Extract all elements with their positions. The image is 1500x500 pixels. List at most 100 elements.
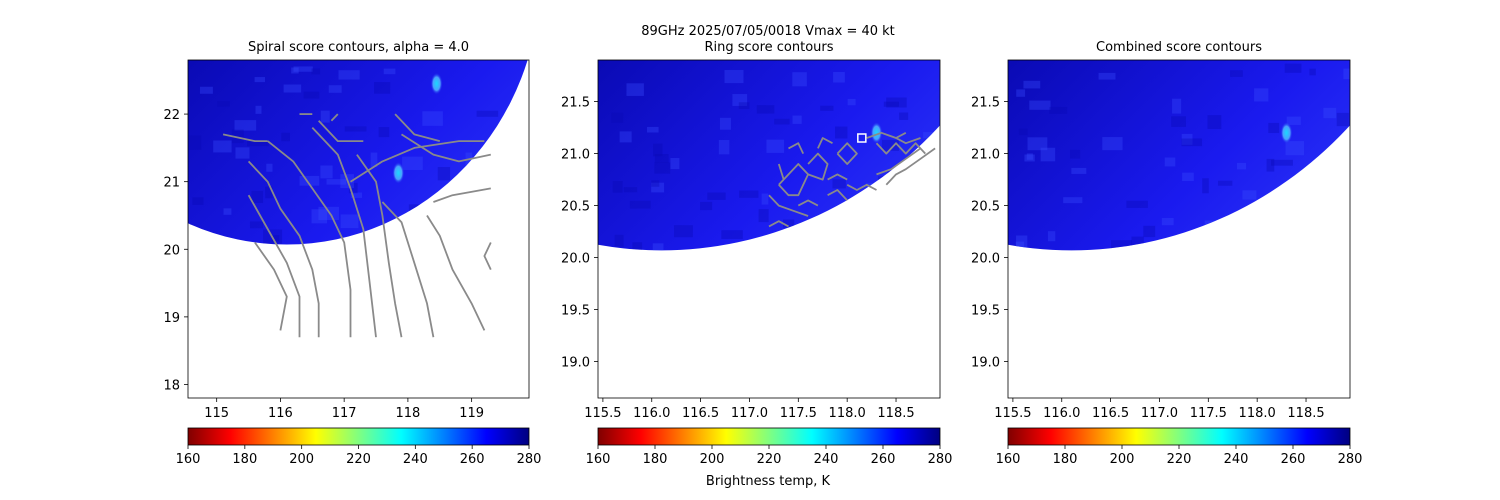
field-background: [188, 60, 529, 245]
x-tick-label: 116.5: [682, 406, 719, 421]
contour-line: [807, 152, 829, 181]
y-tick-label: 20.0: [561, 252, 590, 267]
contour-line: [433, 187, 491, 203]
y-tick-label: 21.5: [971, 96, 1000, 111]
colorbar-tick-label: 280: [928, 452, 953, 467]
panel-1: Spiral score contours, alpha = 4.0 115 116…: [163, 40, 541, 467]
colorbar: 160 180 200 220 240 260 280: [176, 427, 542, 467]
panel-2: Ring score contours 115.5 116.0 116.5 117.0 1…: [561, 40, 952, 467]
x-tick-label: 117: [332, 406, 357, 421]
contour-line: [836, 142, 858, 165]
y-tick-label: 18: [163, 378, 180, 393]
x-tick-label: 117.0: [731, 406, 768, 421]
y-tick-label: 21.5: [561, 96, 590, 111]
colorbar-tick-label: 200: [1110, 452, 1135, 467]
colorbar-tick-label: 200: [700, 452, 725, 467]
center-marker: [857, 133, 867, 143]
colorbar-tick-label: 160: [996, 452, 1021, 467]
contour-line: [788, 142, 805, 154]
colorbar-tick-label: 260: [871, 452, 896, 467]
contour-lines: [768, 131, 936, 228]
contour-line: [318, 120, 364, 142]
x-tick-label: 116.0: [1043, 406, 1080, 421]
colorbar-tick-label: 220: [1167, 452, 1192, 467]
contour-line: [876, 147, 922, 176]
colorbar: 160 180 200 220 240 260 280: [996, 427, 1363, 467]
y-tick-label: 20.5: [971, 200, 1000, 215]
x-tick-label: 116.0: [633, 406, 670, 421]
x-tick-label: 117.0: [1141, 406, 1178, 421]
contour-line: [330, 113, 339, 122]
contour-line: [254, 241, 288, 331]
x-tick-label: 116.5: [1092, 406, 1129, 421]
contour-lines: [222, 113, 492, 338]
panel-title: Combined score contours: [1096, 40, 1262, 55]
colorbar-tick-label: 260: [1281, 452, 1306, 467]
contour-line: [247, 194, 301, 338]
contour-line: [394, 113, 441, 142]
contour-line: [311, 126, 377, 338]
contour-line: [875, 142, 926, 155]
colorbar-tick-label: 280: [1338, 452, 1363, 467]
contour-line: [768, 194, 809, 217]
y-tick-label: 19.5: [971, 304, 1000, 319]
warm-spot: [1280, 121, 1293, 144]
colorbar-gradient: [597, 427, 941, 446]
contour-line: [827, 173, 848, 181]
colorbar-tick-label: 160: [586, 452, 611, 467]
contour-line: [381, 201, 435, 338]
y-tick-label: 19.5: [561, 304, 590, 319]
panel-title: Spiral score contours, alpha = 4.0: [248, 40, 469, 55]
x-tick-label: 117.5: [1190, 406, 1227, 421]
contour-line: [350, 140, 485, 183]
brightness-field: [1008, 60, 1350, 251]
y-tick-label: 21.0: [971, 148, 1000, 163]
y-tick-label: 20: [163, 243, 180, 258]
contour-line: [777, 163, 785, 180]
colorbar-tick-label: 220: [346, 452, 371, 467]
colorbar-gradient: [187, 427, 530, 446]
y-tick-label: 21: [163, 176, 180, 191]
y-tick-label: 20.0: [971, 252, 1000, 267]
axes-frame: [597, 59, 941, 399]
contour-line: [267, 140, 352, 338]
contour-line: [247, 160, 320, 338]
colorbar-tick-label: 180: [232, 452, 257, 467]
colorbar: 160 180 200 220 240 260 280: [586, 427, 953, 467]
contour-line: [426, 215, 486, 331]
contour-line: [866, 131, 907, 139]
x-tick-label: 115.5: [994, 406, 1031, 421]
brightness-field: [188, 60, 529, 245]
contour-line: [817, 137, 833, 149]
colorbar-tick-label: 240: [1224, 452, 1249, 467]
figure-suptitle: 89GHz 2025/07/05/0018 Vmax = 40 kt: [641, 24, 895, 39]
x-tick-label: 118.0: [829, 406, 866, 421]
colorbar-tick-label: 160: [176, 452, 201, 467]
y-tick-label: 22: [163, 108, 180, 123]
panel-title: Ring score contours: [704, 40, 833, 55]
contour-line: [401, 133, 491, 163]
colorbar-tick-label: 180: [643, 452, 668, 467]
colorbar-tick-label: 240: [814, 452, 839, 467]
contour-line: [827, 189, 848, 202]
colorbar-tick-label: 240: [403, 452, 428, 467]
x-tick-label: 117.5: [780, 406, 817, 421]
contour-line: [356, 154, 403, 338]
x-tick-label: 115.5: [584, 406, 621, 421]
x-tick-label: 116: [268, 406, 293, 421]
y-tick-label: 19: [163, 311, 180, 326]
contour-line: [885, 147, 936, 186]
warm-spot: [392, 161, 405, 184]
colorbar-tick-label: 280: [517, 452, 542, 467]
y-tick-label: 21.0: [561, 148, 590, 163]
contour-line: [846, 183, 877, 191]
x-tick-label: 115: [204, 406, 229, 421]
brightness-field: [598, 60, 940, 251]
axes-frame: [187, 59, 530, 399]
y-tick-label: 19.0: [561, 356, 590, 371]
axes-frame: [1007, 59, 1351, 399]
contour-line: [797, 199, 819, 207]
contour-line: [222, 133, 268, 142]
contour-line: [483, 242, 492, 270]
